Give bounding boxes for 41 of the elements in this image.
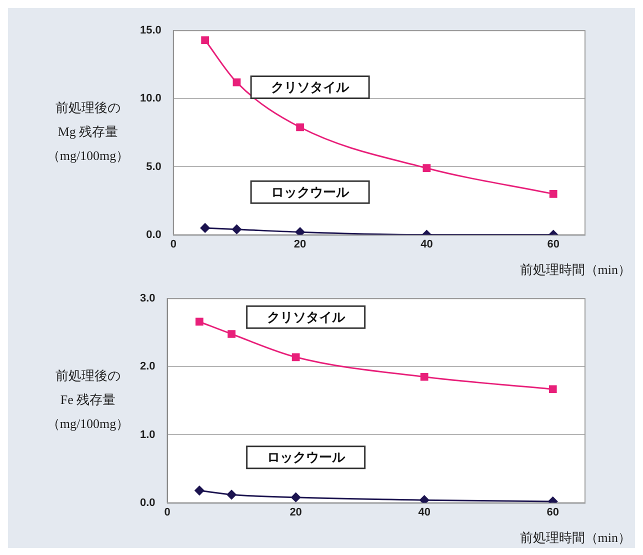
y-tick-label: 15.0 bbox=[140, 24, 162, 37]
x-tick-label: 60 bbox=[547, 238, 560, 250]
x-tick-label: 0 bbox=[164, 506, 170, 518]
y-tick-label: 5.0 bbox=[146, 160, 162, 173]
point bbox=[420, 372, 428, 381]
series-label: クリソタイル bbox=[271, 80, 350, 96]
point bbox=[549, 190, 558, 198]
point bbox=[232, 224, 242, 234]
point bbox=[226, 490, 236, 500]
point bbox=[232, 78, 241, 86]
y-tick-label: 10.0 bbox=[140, 92, 162, 105]
x-tick-label: 40 bbox=[418, 506, 430, 518]
x-tick-label: 0 bbox=[170, 238, 176, 250]
point bbox=[422, 164, 431, 172]
x-axis-title: 前処理時間（min） bbox=[520, 530, 631, 546]
y-axis-title: 前処理後のFe 残存量（mg/100mg） bbox=[46, 368, 130, 432]
x-tick-label: 60 bbox=[546, 506, 559, 518]
text: ロックウール bbox=[266, 450, 346, 466]
point bbox=[291, 492, 301, 502]
y-axis-title: 前処理後のMg 残存量（mg/100mg） bbox=[46, 100, 130, 164]
point bbox=[295, 227, 305, 235]
y-tick-label: 2.0 bbox=[140, 360, 156, 373]
x-tick-label: 20 bbox=[294, 238, 306, 250]
point bbox=[194, 486, 204, 496]
point bbox=[296, 123, 304, 132]
x-tick-label: 40 bbox=[420, 238, 433, 250]
x-tick-label: 20 bbox=[290, 506, 302, 518]
point bbox=[228, 330, 236, 338]
series-label: クリソタイル bbox=[266, 310, 346, 326]
x-axis-title: 前処理時間（min） bbox=[520, 262, 631, 278]
point bbox=[420, 495, 430, 503]
point bbox=[201, 36, 209, 44]
point bbox=[200, 223, 210, 233]
point bbox=[292, 353, 300, 362]
y-tick-label: 3.0 bbox=[140, 292, 156, 305]
text: ロックウール bbox=[271, 185, 350, 200]
point bbox=[548, 385, 557, 394]
y-tick-label: 1.0 bbox=[140, 428, 156, 441]
y-tick-label: 0.0 bbox=[146, 228, 162, 241]
point bbox=[195, 318, 204, 326]
y-tick-label: 0.0 bbox=[140, 496, 156, 509]
